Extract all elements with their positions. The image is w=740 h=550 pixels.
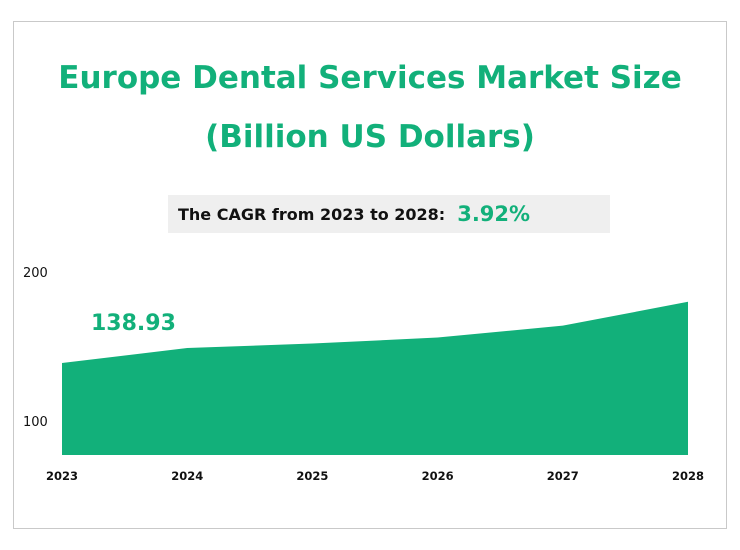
cagr-value: 3.92% (457, 202, 531, 226)
x-tick-label: 2026 (422, 469, 454, 483)
chart-subtitle: (Billion US Dollars) (205, 119, 535, 155)
y-tick-label: 200 (23, 266, 48, 281)
x-tick-label: 2023 (46, 469, 78, 483)
x-tick-label: 2027 (547, 469, 579, 483)
x-axis: 2023 2024 2025 2026 2027 2028 (46, 469, 704, 483)
cagr-label: The CAGR from 2023 to 2028: (178, 204, 446, 224)
x-tick-label: 2028 (672, 469, 704, 483)
y-tick-label: 100 (23, 415, 48, 430)
x-tick-label: 2024 (171, 469, 203, 483)
y-axis: 200 100 (23, 266, 48, 430)
data-label: 138.93 (91, 311, 176, 336)
area-series (62, 301, 688, 455)
cagr-box: The CAGR from 2023 to 2028: 3.92% (168, 195, 610, 233)
x-tick-label: 2025 (296, 469, 328, 483)
chart-title: Europe Dental Services Market Size (58, 60, 682, 96)
data-labels: 138.93 (91, 311, 176, 336)
